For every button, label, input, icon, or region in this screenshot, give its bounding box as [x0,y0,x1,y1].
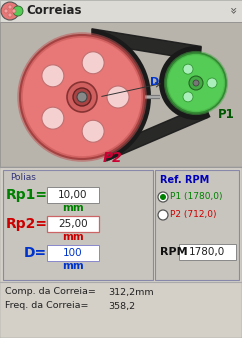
Text: Rp2=: Rp2= [6,217,48,231]
Circle shape [42,65,64,87]
Text: mm: mm [62,261,84,271]
FancyBboxPatch shape [0,0,242,22]
Circle shape [160,194,166,200]
Circle shape [166,53,226,113]
FancyBboxPatch shape [155,170,239,280]
Circle shape [8,5,12,9]
FancyBboxPatch shape [47,216,99,232]
Circle shape [158,192,168,202]
Polygon shape [106,103,208,161]
Text: P1: P1 [218,107,234,121]
Circle shape [189,76,203,90]
Circle shape [20,35,144,159]
Text: mm: mm [62,203,84,213]
Circle shape [73,88,91,106]
Circle shape [158,210,168,220]
Text: D=: D= [24,246,47,260]
Text: Polias: Polias [10,173,36,183]
Text: 100: 100 [63,248,83,258]
Text: »: » [226,7,239,15]
Text: mm: mm [62,232,84,242]
Circle shape [207,78,217,88]
Circle shape [183,92,193,102]
Text: RPM: RPM [160,247,188,257]
Text: 1780,0: 1780,0 [189,247,225,257]
Circle shape [107,86,129,108]
Circle shape [183,64,193,74]
Text: 312,2mm: 312,2mm [108,288,154,296]
Circle shape [12,9,16,13]
Text: P2: P2 [103,151,123,165]
Text: Correias: Correias [26,4,82,18]
FancyBboxPatch shape [0,167,242,338]
FancyBboxPatch shape [0,22,242,167]
Wedge shape [159,46,211,120]
Text: P1 (1780,0): P1 (1780,0) [170,193,222,201]
Text: 25,00: 25,00 [58,219,88,229]
Circle shape [42,107,64,129]
Text: Ref. RPM: Ref. RPM [160,175,209,185]
Circle shape [13,6,23,16]
FancyBboxPatch shape [3,170,153,280]
FancyBboxPatch shape [47,187,99,203]
Text: Freq. da Correia=: Freq. da Correia= [5,301,89,311]
Wedge shape [91,29,151,161]
Circle shape [8,13,12,17]
Polygon shape [92,29,201,61]
Circle shape [82,120,104,142]
Circle shape [193,80,199,86]
Circle shape [67,82,97,112]
Circle shape [82,52,104,74]
Text: 358,2: 358,2 [108,301,135,311]
Circle shape [77,92,87,102]
Circle shape [4,9,8,13]
Text: P2 (712,0): P2 (712,0) [170,211,217,219]
Text: Rp1=: Rp1= [6,188,48,202]
FancyBboxPatch shape [47,245,99,261]
Text: D: D [150,77,160,87]
Text: 10,00: 10,00 [58,190,88,200]
FancyBboxPatch shape [179,244,236,260]
Circle shape [1,2,19,20]
Text: Comp. da Correia=: Comp. da Correia= [5,288,96,296]
